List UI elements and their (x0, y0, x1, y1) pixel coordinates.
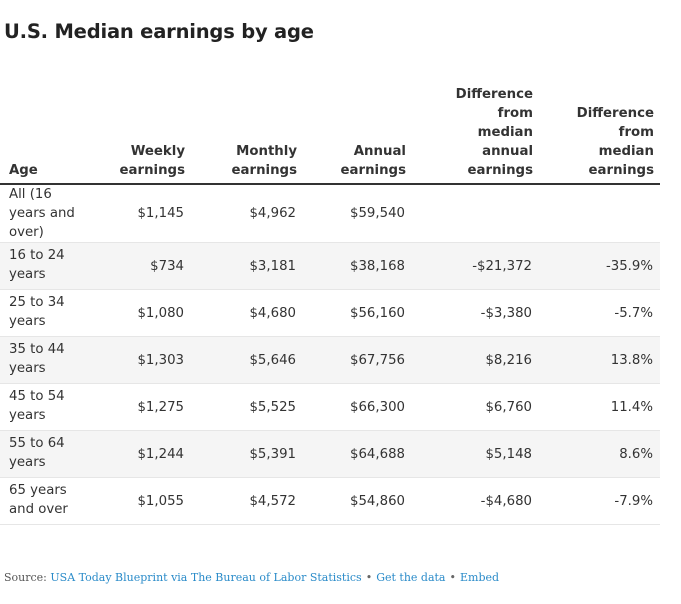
table-row: 35 to 44 years $1,303 $5,646 $67,756 $8,216 1… (0, 336, 660, 384)
cell-monthly: $5,525 (191, 383, 303, 431)
column-header-line: Age (9, 163, 38, 178)
cell-age: 16 to 24 years (0, 242, 104, 290)
cell-monthly: $5,391 (191, 430, 303, 478)
cell-monthly: $4,572 (191, 477, 303, 525)
column-header-pct: Difference from median earnings (539, 82, 660, 185)
cell-pct: 13.8% (539, 336, 660, 384)
table-row: 55 to 64 years $1,244 $5,391 $64,688 $5,148 8… (0, 430, 660, 478)
column-header-line: Annual (353, 144, 406, 159)
cell-pct: -5.7% (539, 289, 660, 337)
cell-annual: $66,300 (303, 383, 412, 431)
cell-annual: $38,168 (303, 242, 412, 290)
cell-age: All (16 years and over) (0, 184, 104, 243)
table-header-row: Age Weekly earnings Monthly earnings Annual ea… (0, 82, 660, 185)
column-header-line: Weekly (130, 144, 185, 159)
earnings-table: Age Weekly earnings Monthly earnings Annual ea… (0, 82, 660, 525)
column-header-diff: Difference from median annual earnings (412, 82, 539, 185)
cell-age: 45 to 54 years (0, 383, 104, 431)
table-row: 65 years and over $1,055 $4,572 $54,860 -$4,… (0, 477, 660, 525)
column-header-age: Age (0, 82, 104, 185)
cell-age: 65 years and over (0, 477, 104, 525)
cell-diff: $8,216 (412, 336, 539, 384)
get-data-link[interactable]: Get the data (376, 571, 446, 584)
cell-weekly: $1,244 (104, 430, 191, 478)
cell-monthly: $4,680 (191, 289, 303, 337)
cell-diff: $6,760 (412, 383, 539, 431)
cell-age: 55 to 64 years (0, 430, 104, 478)
cell-weekly: $734 (104, 242, 191, 290)
cell-monthly: $3,181 (191, 242, 303, 290)
cell-weekly: $1,145 (104, 184, 191, 243)
cell-pct (539, 184, 660, 243)
column-header-line: median (598, 144, 654, 159)
column-header-line: from (497, 106, 533, 121)
column-header-annual: Annual earnings (303, 82, 412, 185)
cell-annual: $67,756 (303, 336, 412, 384)
cell-pct: -35.9% (539, 242, 660, 290)
column-header-line: earnings (588, 163, 654, 178)
separator: • (365, 571, 373, 584)
cell-diff (412, 184, 539, 243)
cell-pct: 11.4% (539, 383, 660, 431)
separator: • (449, 571, 457, 584)
column-header-line: Monthly (236, 144, 297, 159)
cell-annual: $56,160 (303, 289, 412, 337)
cell-monthly: $4,962 (191, 184, 303, 243)
cell-annual: $64,688 (303, 430, 412, 478)
cell-weekly: $1,275 (104, 383, 191, 431)
cell-weekly: $1,055 (104, 477, 191, 525)
column-header-line: earnings (119, 163, 185, 178)
table-row: All (16 years and over) $1,145 $4,962 $59,5… (0, 184, 660, 243)
table-row: 25 to 34 years $1,080 $4,680 $56,160 -$3,380… (0, 289, 660, 337)
column-header-line: annual (482, 144, 533, 159)
source-link[interactable]: USA Today Blueprint via The Bureau of La… (50, 571, 362, 584)
cell-weekly: $1,303 (104, 336, 191, 384)
column-header-line: Difference (576, 106, 654, 121)
embed-link[interactable]: Embed (460, 571, 500, 584)
table-row: 45 to 54 years $1,275 $5,525 $66,300 $6,760 1… (0, 383, 660, 431)
column-header-line: earnings (340, 163, 406, 178)
cell-diff: -$21,372 (412, 242, 539, 290)
cell-weekly: $1,080 (104, 289, 191, 337)
cell-diff: -$3,380 (412, 289, 539, 337)
column-header-line: from (618, 125, 654, 140)
source-label: Source: (4, 571, 47, 584)
column-header-line: median (477, 125, 533, 140)
cell-pct: -7.9% (539, 477, 660, 525)
column-header-line: earnings (467, 163, 533, 178)
cell-annual: $54,860 (303, 477, 412, 525)
column-header-weekly: Weekly earnings (104, 82, 191, 185)
cell-diff: -$4,680 (412, 477, 539, 525)
cell-age: 25 to 34 years (0, 289, 104, 337)
column-header-line: Difference (455, 87, 533, 102)
cell-age: 35 to 44 years (0, 336, 104, 384)
table-row: 16 to 24 years $734 $3,181 $38,168 -$21,372-… (0, 242, 660, 290)
page-title: U.S. Median earnings by age (4, 20, 314, 43)
table-body: All (16 years and over) $1,145 $4,962 $59,5… (0, 184, 660, 525)
cell-annual: $59,540 (303, 184, 412, 243)
cell-monthly: $5,646 (191, 336, 303, 384)
cell-diff: $5,148 (412, 430, 539, 478)
cell-pct: 8.6% (539, 430, 660, 478)
source-line: Source: USA Today Blueprint via The Bure… (4, 571, 499, 584)
column-header-monthly: Monthly earnings (191, 82, 303, 185)
column-header-line: earnings (231, 163, 297, 178)
